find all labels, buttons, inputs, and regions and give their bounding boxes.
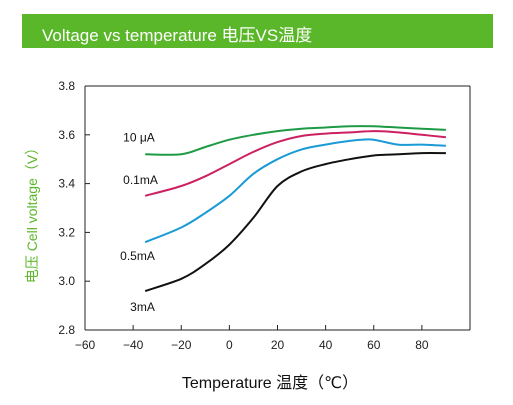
x-tick-label: −60 <box>75 338 96 352</box>
y-axis-label: 电压 Cell voltage（V） <box>24 141 40 283</box>
series-line <box>144 130 446 197</box>
y-tick-label: 3.0 <box>58 274 75 288</box>
y-tick-label: 3.2 <box>58 225 75 239</box>
y-tick-label: 3.6 <box>58 128 75 142</box>
series-label: 0.1mA <box>123 173 158 187</box>
x-tick-label: 80 <box>415 338 429 352</box>
x-tick-label: −40 <box>123 338 144 352</box>
y-tick-label: 3.8 <box>58 79 75 93</box>
series-line <box>145 125 446 156</box>
x-tick-label: 60 <box>367 338 381 352</box>
series-label: 3mA <box>130 300 155 314</box>
x-tick-label: 20 <box>271 338 285 352</box>
y-tick-label: 2.8 <box>58 323 75 337</box>
series-label: 10 μA <box>123 130 155 144</box>
series-label: 0.5mA <box>120 249 155 263</box>
x-tick-label: −20 <box>171 338 192 352</box>
series-line <box>144 138 446 244</box>
x-axis-label: Temperature 温度（℃） <box>182 374 358 392</box>
axes-group: −60 −40 −20 0 20 40 60 80 2.8 3.0 3.2 3.4 3.6 3.8 <box>58 79 471 352</box>
y-tick-label: 3.4 <box>58 177 75 191</box>
series-labels: 10 μA 0.1mA 0.5mA 3mA <box>120 130 158 314</box>
series-line <box>144 152 446 292</box>
title-banner: Voltage vs temperature 电压VS温度 <box>22 14 493 48</box>
series-lines <box>144 125 446 292</box>
chart-title: Voltage vs temperature 电压VS温度 <box>42 26 313 45</box>
x-tick-label: 40 <box>319 338 333 352</box>
x-tick-label: 0 <box>226 338 233 352</box>
